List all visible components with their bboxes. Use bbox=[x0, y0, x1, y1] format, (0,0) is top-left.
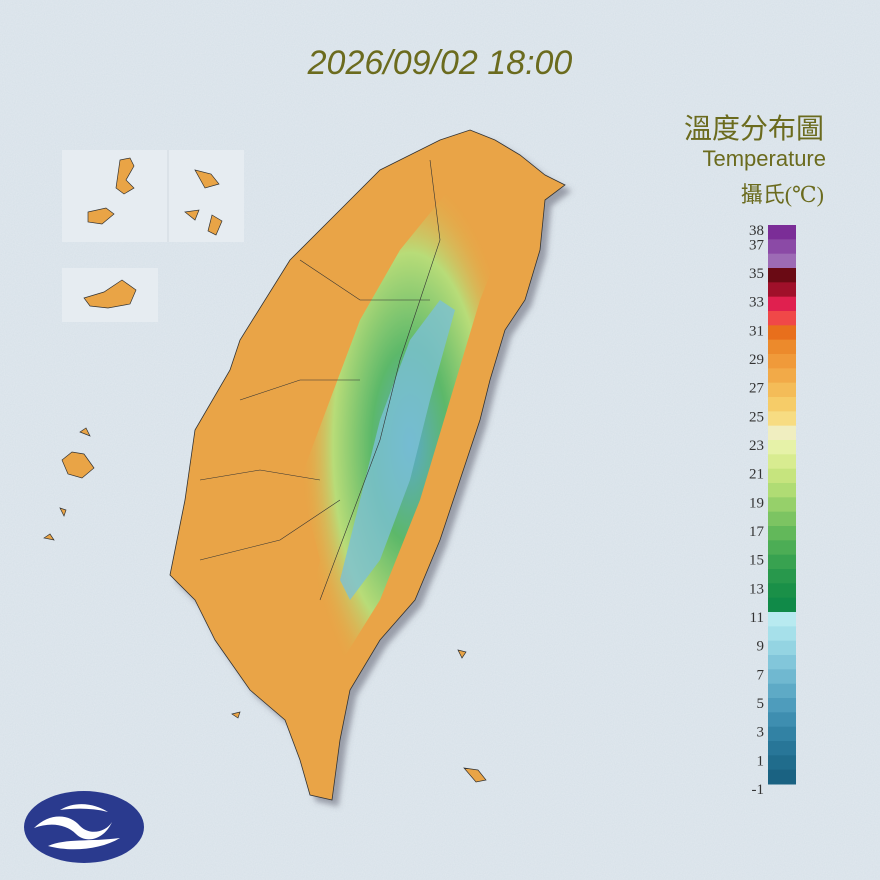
legend-label: 5 bbox=[757, 696, 765, 712]
legend-swatch bbox=[768, 569, 796, 584]
legend-swatch bbox=[768, 339, 796, 355]
legend-label: 1 bbox=[757, 753, 765, 769]
legend-swatch bbox=[768, 454, 796, 470]
legend-label: 9 bbox=[757, 639, 765, 655]
legend-label: 31 bbox=[749, 323, 764, 339]
legend-swatch bbox=[768, 626, 796, 642]
legend-swatch bbox=[768, 597, 796, 613]
legend-swatch bbox=[768, 311, 796, 326]
legend-label: 3 bbox=[757, 725, 765, 741]
legend-label: 17 bbox=[749, 524, 765, 540]
legend-swatch bbox=[768, 655, 796, 670]
legend-swatch bbox=[768, 397, 796, 412]
legend-label: 23 bbox=[749, 438, 764, 454]
taiwan-map bbox=[169, 129, 566, 801]
legend-swatch bbox=[768, 612, 796, 627]
legend-label: 27 bbox=[749, 381, 765, 397]
legend-swatch bbox=[768, 411, 796, 427]
legend-swatch bbox=[768, 325, 796, 341]
legend-swatch bbox=[768, 669, 796, 685]
legend-swatch bbox=[768, 425, 796, 441]
legend-label: 35 bbox=[749, 266, 764, 282]
legend-swatch bbox=[768, 726, 796, 742]
legend-swatch bbox=[768, 382, 796, 398]
legend-swatch bbox=[768, 526, 796, 541]
legend-label: 38 bbox=[749, 223, 764, 239]
legend-swatch bbox=[768, 540, 796, 556]
legend-swatch bbox=[768, 282, 796, 298]
legend-label: 25 bbox=[749, 409, 764, 425]
legend-swatch bbox=[768, 497, 796, 513]
legend-label: 37 bbox=[749, 237, 765, 253]
legend-swatch bbox=[768, 368, 796, 384]
legend-swatch bbox=[768, 239, 796, 255]
legend-swatch bbox=[768, 698, 796, 713]
outlying-islands bbox=[43, 150, 487, 783]
legend-title: 溫度分布圖 bbox=[684, 113, 824, 145]
legend-swatch bbox=[768, 440, 796, 455]
legend-label: 33 bbox=[749, 295, 764, 311]
legend-label: 11 bbox=[750, 610, 764, 626]
legend-label: 19 bbox=[749, 495, 764, 511]
legend-unit: 攝氏(℃) bbox=[741, 182, 824, 207]
legend-swatch bbox=[768, 253, 796, 269]
legend-subtitle: Temperature bbox=[702, 146, 826, 171]
legend-label: 21 bbox=[749, 467, 764, 483]
legend-label: -1 bbox=[752, 782, 765, 798]
legend-label: 15 bbox=[749, 553, 764, 569]
legend-swatch bbox=[768, 755, 796, 771]
legend-swatch bbox=[768, 296, 796, 312]
timestamp: 2026/09/02 18:00 bbox=[307, 44, 573, 82]
legend-swatch bbox=[768, 268, 796, 283]
legend-swatch bbox=[768, 483, 796, 498]
legend-swatch bbox=[768, 511, 796, 527]
legend-swatch bbox=[768, 468, 796, 484]
legend-label: 13 bbox=[749, 581, 764, 597]
legend-swatch bbox=[768, 640, 796, 656]
legend-label: 29 bbox=[749, 352, 764, 368]
legend-swatch bbox=[768, 554, 796, 570]
legend-swatch bbox=[768, 354, 796, 369]
legend-swatch bbox=[768, 583, 796, 599]
legend-swatch bbox=[768, 225, 796, 240]
legend-swatch bbox=[768, 683, 796, 699]
legend-label: 7 bbox=[757, 667, 765, 683]
cwa-logo bbox=[24, 791, 144, 863]
legend-swatch bbox=[768, 741, 796, 756]
legend-swatch bbox=[768, 712, 796, 728]
legend-swatch bbox=[768, 769, 796, 785]
